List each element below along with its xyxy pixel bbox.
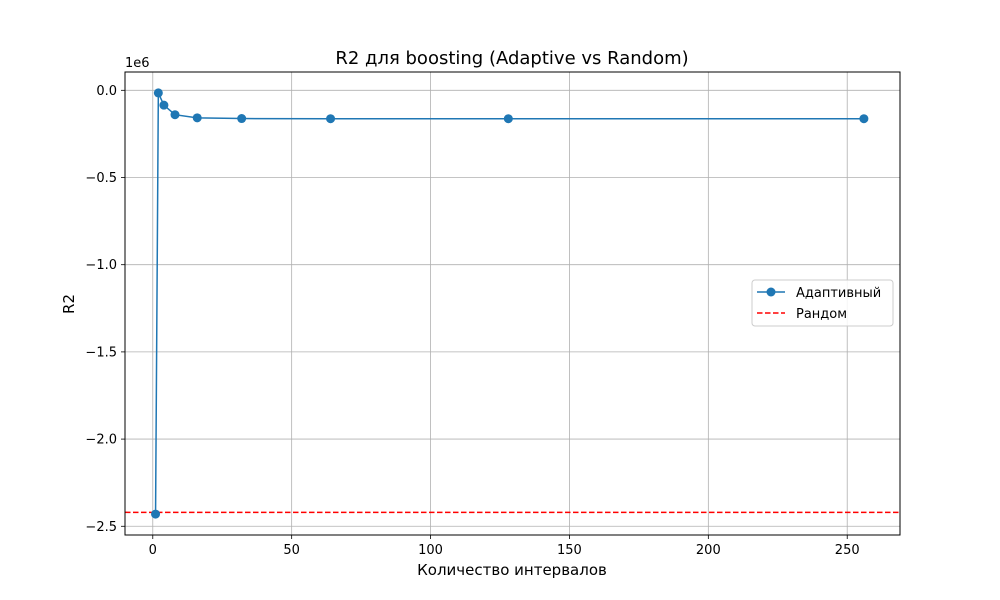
series-adaptive-point: [170, 110, 180, 120]
x-tick-label: 0: [149, 543, 157, 558]
series-adaptive-point: [159, 100, 169, 110]
series-adaptive-point: [151, 509, 161, 519]
x-tick-label: 50: [283, 543, 300, 558]
legend-box: [751, 279, 894, 327]
legend-adaptive-marker-sample: [766, 287, 776, 297]
x-tick-label: 150: [557, 543, 582, 558]
y-tick-label: −2.0: [85, 433, 117, 448]
chart-title: R2 для boosting (Adaptive vs Random): [335, 48, 688, 69]
y-axis-offset-label: 1e6: [125, 56, 150, 71]
y-tick-label: −0.5: [85, 171, 117, 186]
x-axis-label: Количество интервалов: [417, 561, 607, 579]
legend: Адаптивный Рандом: [751, 279, 894, 327]
series-adaptive-point: [153, 88, 163, 98]
legend-label-adaptive: Адаптивный: [796, 286, 881, 301]
x-tick-label: 200: [696, 543, 721, 558]
y-tick-label: 0.0: [96, 84, 117, 99]
x-tick-label: 250: [835, 543, 860, 558]
plot-frame: [124, 71, 901, 536]
grid: [125, 72, 900, 535]
y-tick-label: −2.5: [85, 520, 117, 535]
series-adaptive-point: [326, 114, 336, 124]
plot-data: [125, 88, 900, 519]
series-adaptive-point: [237, 114, 247, 124]
y-axis-label: R2: [60, 294, 78, 314]
y-tick-label: −1.0: [85, 258, 117, 273]
legend-label-random: Рандом: [796, 307, 847, 322]
axis-ticks: 0 50 100 150 200 250 0.0 −0.5 −1.0 −1.5 −2.0 −2.5: [85, 84, 859, 558]
y-tick-label: −1.5: [85, 345, 117, 360]
x-tick-label: 100: [418, 543, 443, 558]
series-adaptive-point: [503, 114, 513, 124]
series-adaptive-point: [192, 113, 202, 123]
series-adaptive-point: [859, 114, 869, 124]
